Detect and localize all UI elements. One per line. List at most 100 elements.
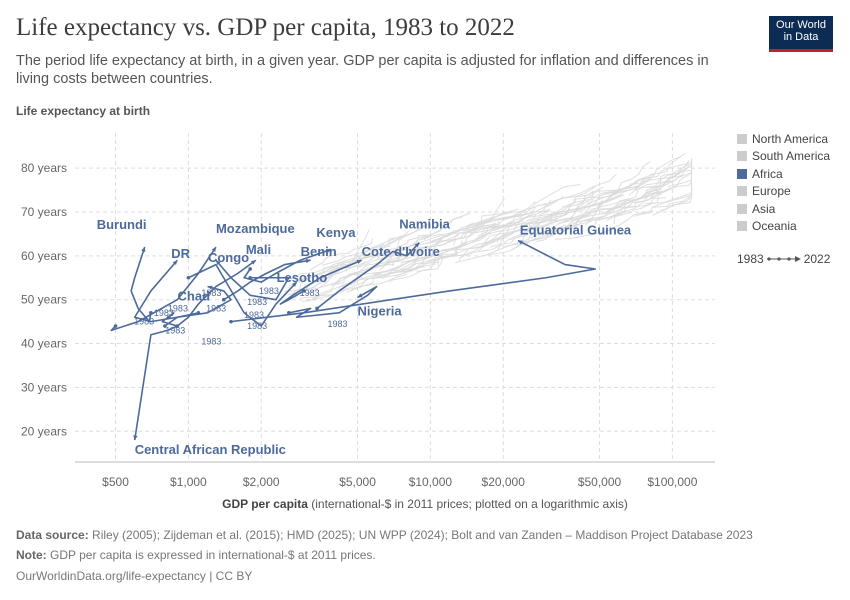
background-country-line <box>455 228 540 264</box>
x-axis-label: GDP per capita (international-$ in 2011 … <box>0 497 850 511</box>
background-country-line <box>527 193 594 231</box>
background-country-line <box>396 216 463 251</box>
series-line <box>316 242 420 310</box>
start-year-label: 1983 <box>206 303 226 313</box>
background-country-line <box>609 173 655 198</box>
legend-item-north-america[interactable]: North America <box>737 130 830 148</box>
legend-label: Africa <box>752 166 783 181</box>
series-arrowhead <box>207 285 213 290</box>
time-legend: 1983 2022 <box>737 252 830 266</box>
background-country-line <box>313 254 403 290</box>
country-annotation: Congo <box>208 250 249 265</box>
y-tick-label: 30 years <box>21 380 67 394</box>
start-year-label: 1983 <box>201 288 221 298</box>
series-start-point <box>221 297 226 302</box>
background-country-line <box>519 184 581 219</box>
background-country-line <box>321 243 385 266</box>
background-country-line <box>602 161 652 194</box>
start-year-label: 1983 <box>259 286 279 296</box>
background-country-line <box>291 271 340 296</box>
background-country-line <box>299 276 363 299</box>
series-line <box>188 263 298 327</box>
footer-url[interactable]: OurWorldinData.org/life-expectancy | CC … <box>16 569 253 583</box>
legend-label: North America <box>752 131 829 146</box>
legend-label: Asia <box>752 201 776 216</box>
series-line <box>110 246 217 332</box>
background-country-line <box>384 235 428 264</box>
series-start-point <box>229 319 233 324</box>
country-annotation: Chad <box>178 289 211 304</box>
background-country-line <box>377 236 444 261</box>
series-start-point <box>248 275 252 280</box>
series-start-point <box>196 311 201 315</box>
background-country-line <box>481 200 536 236</box>
background-country-line <box>497 217 560 251</box>
series-line <box>215 259 290 301</box>
x-axis-label-bold: GDP per capita <box>222 497 308 511</box>
legend-item-south-america[interactable]: South America <box>737 148 830 166</box>
series-arrowhead <box>305 258 311 264</box>
background-country-line <box>431 211 513 244</box>
background-country-line <box>357 223 429 260</box>
note-label: Note: <box>16 548 47 562</box>
series-line <box>176 259 257 327</box>
background-country-line <box>438 223 497 247</box>
background-country-line <box>650 160 693 199</box>
background-country-line <box>643 161 693 196</box>
series-arrowhead <box>172 260 178 266</box>
country-annotation: Kenya <box>316 225 356 240</box>
y-tick-label: 60 years <box>21 249 67 263</box>
time-legend-start: 1983 <box>737 252 764 266</box>
x-tick-label: $10,000 <box>409 475 453 489</box>
series-arrowhead <box>211 247 216 253</box>
time-legend-end: 2022 <box>803 252 831 266</box>
legend-swatch <box>737 151 747 162</box>
background-country-line <box>594 197 667 226</box>
source-label: Data source: <box>16 528 89 542</box>
x-axis-label-rest: (international-$ in 2011 prices; plotted… <box>307 497 628 511</box>
owid-logo[interactable]: Our World in Data <box>769 16 833 52</box>
x-tick-label: $100,000 <box>647 475 697 489</box>
series-arrowhead <box>215 260 221 266</box>
x-tick-label: $500 <box>102 475 129 489</box>
source-text: Riley (2005); Zijdeman et al. (2015); HM… <box>88 528 753 542</box>
background-country-line <box>524 217 582 247</box>
start-year-label: 1983 <box>165 325 185 335</box>
background-country-line <box>573 190 616 231</box>
background-country-line <box>373 246 433 275</box>
y-tick-label: 40 years <box>21 337 67 351</box>
series-arrowhead <box>356 259 362 264</box>
country-annotation: Burundi <box>97 217 147 232</box>
legend-item-europe[interactable]: Europe <box>737 183 830 201</box>
background-country-line <box>338 262 417 290</box>
background-country-line <box>477 209 551 238</box>
series-start-point <box>175 324 180 328</box>
background-country-line <box>628 165 690 196</box>
series-arrowhead <box>250 260 256 265</box>
chart-subtitle: The period life expectancy at birth, in … <box>16 53 709 87</box>
legend-item-oceania[interactable]: Oceania <box>737 218 830 236</box>
logo-line-1: Our World <box>776 19 826 31</box>
x-tick-label: $20,000 <box>482 475 526 489</box>
legend-swatch <box>737 221 747 232</box>
start-year-label: 1983 <box>134 317 154 327</box>
series-arrowhead <box>141 247 146 253</box>
y-tick-label: 50 years <box>21 293 67 307</box>
background-country-line <box>441 220 524 251</box>
background-country-line <box>458 232 525 262</box>
series-line <box>288 285 378 319</box>
country-annotation: Mozambique <box>216 221 295 236</box>
legend-item-africa[interactable]: Africa <box>737 165 830 183</box>
legend-item-asia[interactable]: Asia <box>737 200 830 218</box>
start-year-label: 1983 <box>244 310 264 320</box>
legend-label: Oceania <box>752 219 797 234</box>
series-arrowhead <box>517 240 523 245</box>
background-country-line <box>648 159 690 189</box>
country-annotation: Nigeria <box>358 304 403 319</box>
series-start-point <box>163 324 167 328</box>
arrow-line-icon <box>766 256 801 262</box>
background-country-line <box>628 156 681 189</box>
legend: North America South America Africa Europ… <box>737 130 830 235</box>
country-annotation: Cote d'Ivoire <box>362 244 440 259</box>
background-country-line <box>400 233 475 270</box>
